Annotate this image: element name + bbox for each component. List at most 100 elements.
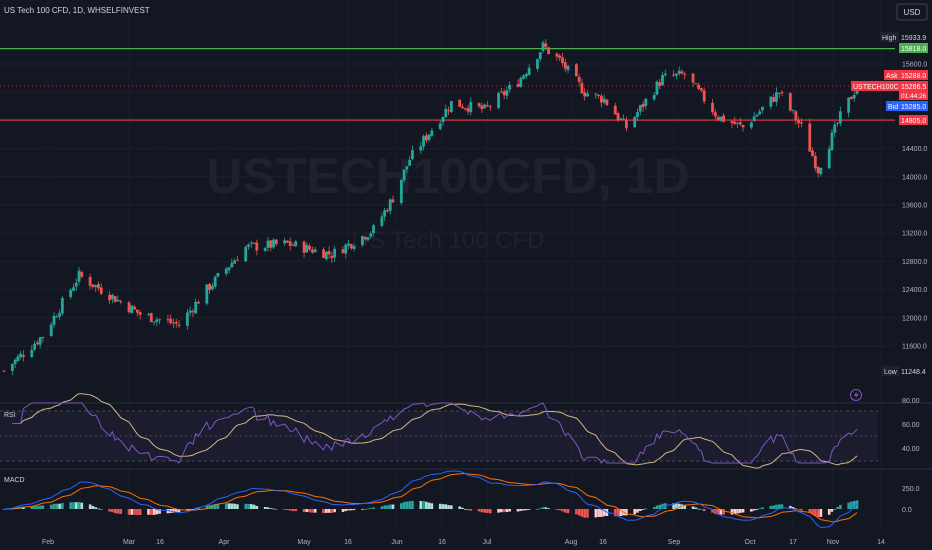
candle-body: [55, 316, 59, 318]
candle-body: [110, 294, 114, 300]
macd-histogram-bar: [52, 503, 56, 509]
candle-body: [522, 75, 525, 79]
candle-body: [638, 105, 642, 112]
candle-body: [272, 239, 275, 248]
time-tick-label: May: [297, 539, 311, 546]
time-tick-label: 16: [599, 539, 607, 546]
candle-body: [488, 106, 492, 108]
candle-body: [519, 78, 523, 87]
macd-histogram-bar: [450, 505, 453, 509]
macd-tick-250: 250.0: [902, 486, 920, 493]
candle-body: [166, 319, 170, 321]
candle-body: [555, 53, 559, 57]
candle-body: [463, 108, 467, 110]
candle-body: [738, 122, 742, 125]
candle-body: [169, 318, 173, 324]
macd-histogram-bar: [344, 509, 348, 512]
macd-histogram-bar: [469, 509, 473, 511]
macd-histogram-bar: [730, 509, 734, 515]
candle-body: [130, 305, 134, 314]
candle-body: [791, 109, 795, 111]
candle-body: [538, 52, 542, 60]
macd-histogram-bar: [322, 509, 325, 514]
macd-histogram-bar: [33, 505, 36, 509]
price-tick-label: 13600.0: [902, 203, 927, 210]
candle-body: [602, 98, 606, 103]
macd-histogram-bar: [252, 504, 256, 509]
candle-body: [172, 322, 175, 324]
candle-body: [233, 260, 237, 264]
macd-histogram-bar: [483, 509, 486, 513]
candle-body: [22, 354, 25, 357]
candle-body: [91, 284, 95, 287]
time-axis[interactable]: Feb Mar 16 Apr May 16 Jun 16 Jul Aug 16 Sep Oct 17 Nov…: [42, 539, 885, 546]
macd-histogram-bar: [500, 509, 503, 513]
candle-body: [733, 121, 737, 125]
macd-histogram-bar: [800, 509, 803, 511]
candle-body: [210, 285, 214, 289]
macd-histogram-bar: [138, 509, 142, 515]
macd-histogram-bar: [836, 507, 839, 509]
macd-histogram-bar: [77, 501, 81, 509]
bid-value: 15285.0: [901, 104, 926, 111]
candle-body: [386, 210, 389, 212]
candle-body: [80, 272, 84, 277]
candle-body: [402, 169, 406, 181]
rsi-tick-40: 40.00: [902, 446, 920, 453]
candle-body: [16, 356, 20, 361]
high-tag: High 15933.9: [880, 32, 928, 42]
currency-label: USD: [904, 8, 921, 17]
candle-body: [633, 116, 637, 128]
candle-body: [438, 123, 442, 130]
candle-body: [41, 337, 45, 339]
rsi-ma-line: [12, 393, 858, 469]
candle-body: [366, 237, 370, 240]
candle-body: [94, 285, 98, 288]
macd-histogram-bar: [561, 509, 564, 512]
macd-histogram-bar: [830, 509, 834, 512]
candle-body: [255, 242, 259, 251]
candle-body: [777, 92, 781, 94]
candle-body: [536, 59, 539, 69]
candle-body: [266, 240, 270, 248]
macd-histogram-bar: [111, 509, 114, 513]
candle-body: [719, 116, 723, 121]
candle-body: [108, 294, 111, 301]
candle-body: [74, 282, 78, 287]
candle-body: [152, 321, 156, 323]
candle-body: [827, 148, 831, 169]
macd-histogram-bar: [458, 506, 461, 509]
macd-histogram-bar: [613, 509, 617, 517]
candle-body: [447, 110, 450, 112]
candle-body: [674, 73, 678, 76]
high-label: High: [882, 35, 897, 42]
time-tick-label: 16: [156, 539, 164, 546]
macd-histogram-bar: [700, 509, 703, 510]
macd-histogram-bar: [780, 504, 784, 509]
macd-histogram-bar: [522, 509, 525, 511]
lightning-icon[interactable]: [850, 389, 862, 401]
candle-body: [341, 249, 345, 254]
macd-histogram-bar: [113, 509, 117, 514]
candle-body: [566, 65, 570, 71]
macd-histogram-bar: [400, 503, 403, 509]
macd-histogram-bar: [172, 509, 175, 513]
candle-body: [313, 249, 317, 253]
candle-body: [483, 104, 487, 109]
currency-button[interactable]: USD: [896, 3, 928, 21]
candle-body: [302, 241, 306, 253]
candle-body: [52, 315, 56, 325]
macd-histogram-bar: [575, 509, 578, 515]
candle-body: [283, 240, 287, 244]
candle-body: [330, 255, 334, 259]
macd-histogram-bar: [711, 509, 714, 513]
candle-body: [349, 244, 353, 249]
macd-histogram-bar: [847, 502, 850, 509]
macd-histogram-bar: [174, 509, 178, 513]
macd-histogram-bar: [508, 509, 511, 512]
macd-histogram-bar: [600, 509, 603, 517]
price-tick-label: 14000.0: [902, 174, 927, 181]
candle-body: [77, 270, 81, 282]
macd-histogram-bar: [661, 503, 664, 509]
